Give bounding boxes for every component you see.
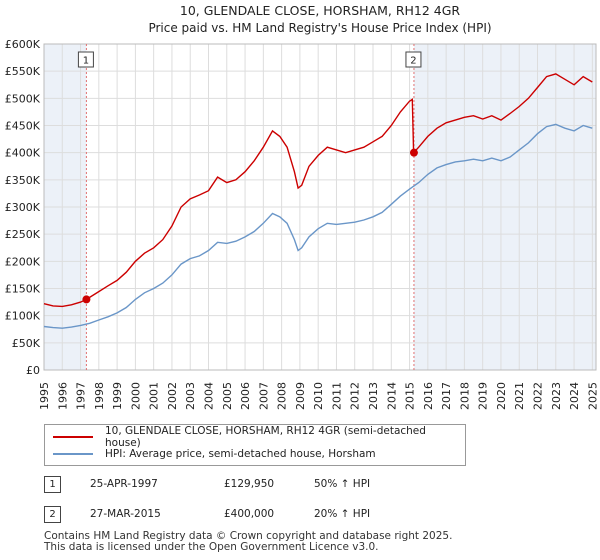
sale-point xyxy=(82,295,91,304)
transaction-price: £400,000 xyxy=(224,508,275,520)
transaction-hpi: 20% ↑ HPI xyxy=(314,508,371,520)
x-tick-label: 1999 xyxy=(111,382,124,410)
footer-line-2: This data is licensed under the Open Gov… xyxy=(44,541,379,553)
footer-line-1: Contains HM Land Registry data © Crown c… xyxy=(44,530,453,542)
legend-swatch-hpi xyxy=(53,453,93,455)
y-tick-label: £50K xyxy=(12,337,41,350)
x-tick-label: 2003 xyxy=(184,382,197,410)
x-tick-label: 2005 xyxy=(221,382,234,410)
x-tick-label: 2023 xyxy=(550,382,563,410)
y-tick-label: £600K xyxy=(5,38,41,51)
plot-frame xyxy=(43,43,597,371)
x-tick-label: 1995 xyxy=(38,382,51,410)
x-tick-label: 2017 xyxy=(440,382,453,410)
transaction-hpi: 50% ↑ HPI xyxy=(314,478,371,490)
marker-badge xyxy=(77,51,94,68)
legend-label-price: 10, GLENDALE CLOSE, HORSHAM, RH12 4GR (s… xyxy=(105,425,426,449)
sale-point xyxy=(409,148,418,157)
y-tick-label: £200K xyxy=(5,255,41,268)
x-tick-label: 2009 xyxy=(294,382,307,410)
x-tick-label: 2002 xyxy=(166,382,179,410)
legend-swatch-price xyxy=(53,436,93,438)
chart-subtitle: Price paid vs. HM Land Registry's House … xyxy=(148,21,491,35)
price-series-line xyxy=(43,73,593,308)
transaction-price: £129,950 xyxy=(224,478,275,490)
x-tick-label: 2014 xyxy=(385,382,398,410)
y-tick-label: £500K xyxy=(5,92,41,105)
y-tick-label: £250K xyxy=(5,228,41,241)
x-tick-label: 2004 xyxy=(203,382,216,410)
transaction-date: 27-MAR-2015 xyxy=(90,508,161,520)
y-tick-label: £0 xyxy=(26,364,40,377)
y-tick-label: £550K xyxy=(5,65,41,78)
transaction-date: 25-APR-1997 xyxy=(90,478,158,490)
x-tick-label: 2008 xyxy=(276,382,289,410)
x-tick-label: 2001 xyxy=(148,382,161,410)
x-tick-label: 2018 xyxy=(458,382,471,410)
y-tick-label: £450K xyxy=(5,120,41,133)
marker-label: 2 xyxy=(410,56,416,67)
y-tick-label: £350K xyxy=(5,174,41,187)
legend: 10, GLENDALE CLOSE, HORSHAM, RH12 4GR (s… xyxy=(44,424,466,466)
x-tick-label: 2025 xyxy=(586,382,599,410)
transaction-badge: 2 xyxy=(44,506,61,523)
legend-item-price: 10, GLENDALE CLOSE, HORSHAM, RH12 4GR (s… xyxy=(53,425,465,449)
x-tick-label: 1997 xyxy=(75,382,88,410)
y-tick-label: £400K xyxy=(5,147,41,160)
x-tick-label: 2007 xyxy=(257,382,270,410)
x-tick-label: 2020 xyxy=(495,382,508,410)
y-tick-label: £300K xyxy=(5,201,41,214)
x-tick-label: 2011 xyxy=(330,382,343,410)
marker-badge xyxy=(405,51,422,68)
hpi-series-line xyxy=(43,123,593,329)
x-tick-label: 2013 xyxy=(367,382,380,410)
price-chart: 10, GLENDALE CLOSE, HORSHAM, RH12 4GR Pr… xyxy=(5,3,600,410)
x-tick-label: 1996 xyxy=(56,382,69,410)
legend-label-hpi: HPI: Average price, semi-detached house,… xyxy=(105,448,376,460)
x-tick-label: 2006 xyxy=(239,382,252,410)
footer: Contains HM Land Registry data © Crown c… xyxy=(44,531,452,553)
x-tick-label: 2000 xyxy=(129,382,142,410)
x-tick-label: 2015 xyxy=(404,382,417,410)
x-tick-label: 2021 xyxy=(513,382,526,410)
x-tick-label: 2024 xyxy=(568,382,581,410)
x-tick-label: 2010 xyxy=(312,382,325,410)
x-tick-label: 2012 xyxy=(349,382,362,410)
x-tick-label: 2019 xyxy=(477,382,490,410)
x-tick-label: 2022 xyxy=(532,382,545,410)
transaction-badge: 1 xyxy=(44,476,61,493)
legend-item-hpi: HPI: Average price, semi-detached house,… xyxy=(53,446,376,462)
x-tick-label: 1998 xyxy=(93,382,106,410)
y-tick-label: £150K xyxy=(5,283,41,296)
x-tick-label: 2016 xyxy=(422,382,435,410)
y-tick-label: £100K xyxy=(5,310,41,323)
chart-title: 10, GLENDALE CLOSE, HORSHAM, RH12 4GR xyxy=(180,3,461,18)
marker-label: 1 xyxy=(83,56,89,67)
